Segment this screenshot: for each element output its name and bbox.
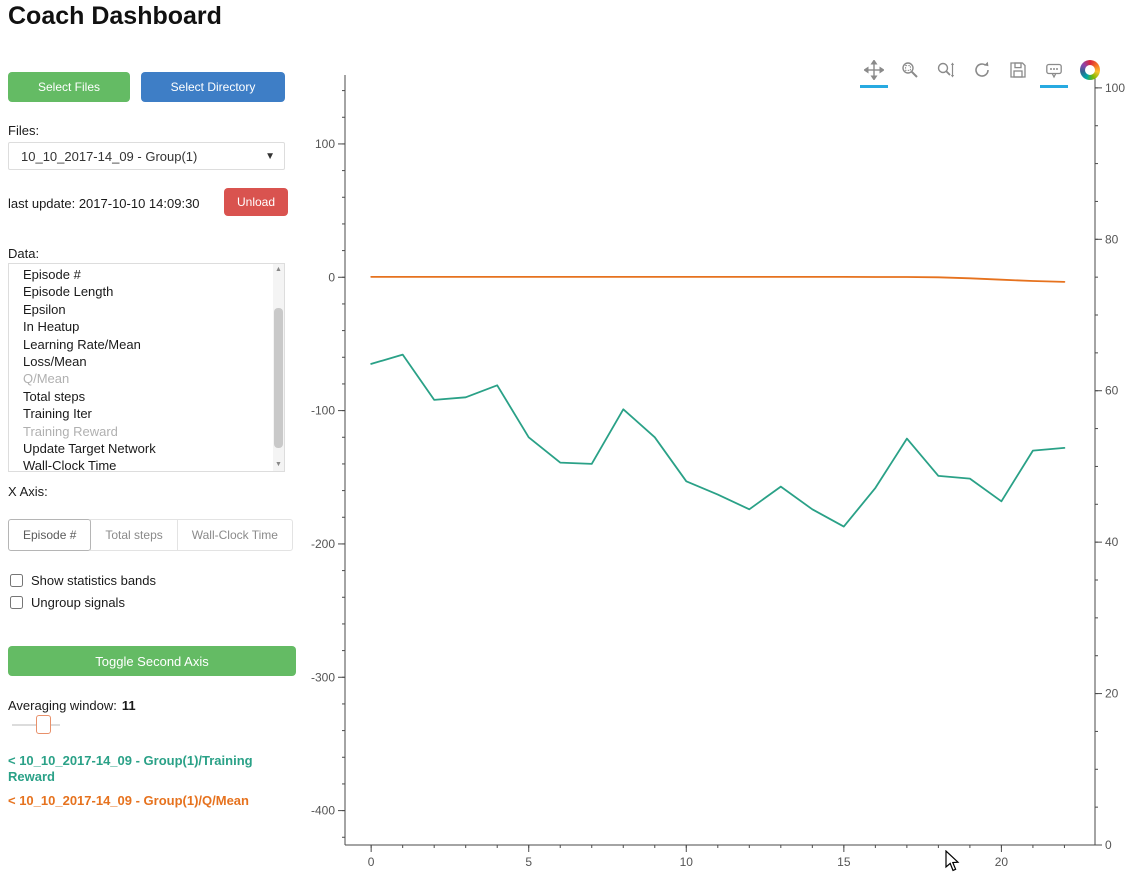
- checkbox-ungroup-signals[interactable]: [10, 596, 23, 609]
- y-right-tick-label: 0: [1105, 838, 1112, 852]
- xaxis-option-total-steps[interactable]: Total steps: [90, 519, 178, 551]
- reset-tool-icon[interactable]: [972, 60, 992, 80]
- data-list-item-q-mean[interactable]: Q/Mean: [23, 371, 70, 387]
- data-list-item-training-iter[interactable]: Training Iter: [23, 406, 92, 422]
- slider-handle[interactable]: [36, 715, 51, 734]
- toggle-second-axis-button[interactable]: Toggle Second Axis: [8, 646, 296, 676]
- chevron-down-icon: ▼: [265, 150, 275, 162]
- select-directory-button[interactable]: Select Directory: [141, 72, 285, 102]
- x-tick-label: 20: [995, 855, 1009, 869]
- wheel-zoom-tool-icon[interactable]: [936, 60, 956, 80]
- y-left-tick-label: -400: [311, 804, 335, 818]
- data-list-item-episode[interactable]: Episode #: [23, 267, 81, 282]
- y-right-tick-label: 100: [1105, 81, 1125, 95]
- box-zoom-tool-icon[interactable]: [900, 60, 920, 80]
- averaging-window-label: Averaging window:: [8, 698, 117, 713]
- checkbox-row-ungroup-signals: Ungroup signals: [8, 595, 156, 610]
- bokeh-toolbar: [860, 59, 1100, 88]
- data-list-item-update-target-network[interactable]: Update Target Network: [23, 441, 156, 457]
- y-left-tick-label: -200: [311, 537, 335, 551]
- y-left-tick-label: -300: [311, 670, 335, 684]
- save-tool-icon[interactable]: [1008, 60, 1028, 80]
- legend-entry[interactable]: < 10_10_2017-14_09 - Group(1)/Q/Mean: [8, 793, 249, 808]
- data-label: Data:: [8, 246, 40, 261]
- page-title: Coach Dashboard: [8, 2, 222, 30]
- x-tick-label: 0: [368, 855, 375, 869]
- series-line-10-10-2017-14-09-group-1-training-reward: [370, 353, 1066, 528]
- y-right-tick-label: 20: [1105, 687, 1119, 701]
- x-axis-button-group: Episode # Total steps Wall-Clock Time: [8, 519, 293, 551]
- bokeh-logo[interactable]: [1080, 60, 1100, 80]
- options-checkboxes: Show statistics bands Ungroup signals: [8, 573, 156, 610]
- y-right-tick-label: 60: [1105, 384, 1119, 398]
- axes-group: 0 5 10 15 20 100 0 -100 -200 -300 -400 100 80 60 40 20 0: [311, 75, 1125, 869]
- y-right-tick-label: 40: [1105, 535, 1119, 549]
- unload-button[interactable]: Unload: [224, 188, 288, 216]
- series-line-10-10-2017-14-09-group-1-q-mean: [370, 275, 1066, 283]
- last-update-text: last update: 2017-10-10 14:09:30: [8, 196, 200, 211]
- x-tick-label: 10: [680, 855, 694, 869]
- xaxis-option-episode[interactable]: Episode #: [8, 519, 92, 551]
- legend-entry[interactable]: < 10_10_2017-14_09 - Group(1)/Training R…: [8, 753, 253, 784]
- files-select[interactable]: 10_10_2017-14_09 - Group(1) ▼: [8, 142, 285, 170]
- y-right-tick-label: 80: [1105, 232, 1119, 246]
- hover-tool-icon[interactable]: [1040, 60, 1068, 88]
- x-tick-label: 15: [837, 855, 851, 869]
- xaxis-option-wall-clock-time[interactable]: Wall-Clock Time: [176, 519, 293, 551]
- averaging-window-value: 11: [121, 698, 136, 713]
- scroll-down-icon[interactable]: ▼: [275, 461, 282, 468]
- file-buttons-row: Select Files Select Directory: [8, 72, 285, 102]
- plot-area: 0 5 10 15 20 100 0 -100 -200 -300 -400 100 80 60 40 20 0: [305, 50, 1142, 881]
- x-tick-label: 5: [525, 855, 532, 869]
- scroll-up-icon[interactable]: ▲: [275, 266, 282, 273]
- data-list-scrollbar[interactable]: ▲ ▼: [273, 264, 284, 471]
- select-files-button[interactable]: Select Files: [8, 72, 130, 102]
- data-list-item-total-steps[interactable]: Total steps: [23, 388, 86, 404]
- data-list-item-epsilon[interactable]: Epsilon: [23, 301, 66, 317]
- checkbox-label: Show statistics bands: [31, 573, 157, 588]
- data-signal-list[interactable]: Episode # Episode Length Epsilon In Heatup L…: [8, 263, 285, 472]
- checkbox-label: Ungroup signals: [31, 595, 125, 610]
- scrollbar-thumb[interactable]: [274, 308, 283, 448]
- y-left-tick-label: 100: [315, 137, 335, 151]
- data-list-item-loss-mean[interactable]: Loss/Mean: [23, 354, 87, 370]
- data-list-item-in-heatup[interactable]: In Heatup: [23, 319, 80, 335]
- mouse-cursor: [944, 849, 964, 877]
- pan-tool-icon[interactable]: [860, 59, 888, 88]
- checkbox-row-show-statistics-bands: Show statistics bands: [8, 573, 156, 588]
- files-select-value: 10_10_2017-14_09 - Group(1): [21, 148, 198, 164]
- legend: < 10_10_2017-14_09 - Group(1)/Training R…: [8, 753, 290, 817]
- averaging-window-row: Averaging window: 11: [8, 698, 136, 713]
- y-left-tick-label: 0: [328, 270, 335, 284]
- averaging-window-slider[interactable]: [12, 715, 60, 735]
- data-list-item-training-reward[interactable]: Training Reward: [23, 423, 118, 439]
- sidebar: Select Files Select Directory Files: 10_…: [8, 70, 300, 876]
- files-label: Files:: [8, 123, 40, 138]
- data-list-item-wall-clock-time[interactable]: Wall-Clock Time: [23, 458, 117, 472]
- y-left-tick-label: -100: [311, 404, 335, 418]
- data-list-item-learning-rate-mean[interactable]: Learning Rate/Mean: [23, 336, 141, 352]
- checkbox-show-statistics-bands[interactable]: [10, 574, 23, 587]
- plot-canvas[interactable]: 0 5 10 15 20 100 0 -100 -200 -300 -400 100 80 60 40 20 0: [305, 50, 1142, 881]
- x-axis-label: X Axis:: [8, 484, 48, 499]
- data-list-item-episode-length[interactable]: Episode Length: [23, 284, 114, 300]
